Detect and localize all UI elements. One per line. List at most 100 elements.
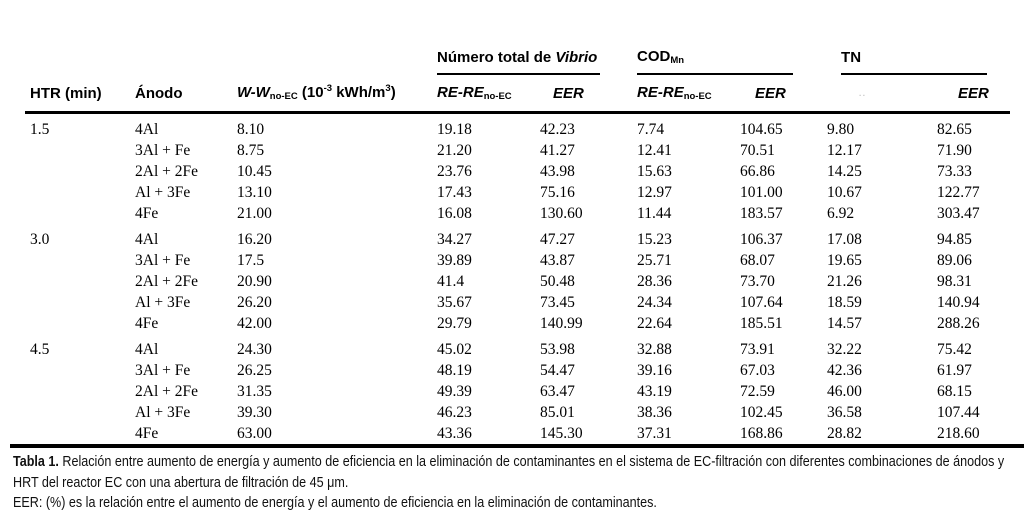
table-cell: 145.30 — [540, 424, 583, 442]
table-cell: 140.99 — [540, 314, 583, 332]
table-cell: 73.45 — [540, 293, 575, 311]
table-cell: 14.25 — [827, 162, 862, 180]
table-cell: 4Al — [135, 120, 159, 138]
table-cell: 23.76 — [437, 162, 472, 180]
table-cell: 140.94 — [937, 293, 980, 311]
table-cell: 49.39 — [437, 382, 472, 400]
column-header-row: HTR (min) Ánodo W-Wno-EC (10-3 kWh/m3) R… — [25, 75, 1011, 114]
table-cell: 106.37 — [740, 230, 783, 248]
table-cell: 43.87 — [540, 251, 575, 269]
table-row: 2Al + 2Fe 20.90 41.4 50.48 28.36 73.70 21.26 98… — [25, 271, 1010, 292]
table-cell: 3Al + Fe — [135, 251, 191, 269]
table-cell: 28.36 — [637, 272, 672, 290]
caption-note: EER: (%) es la relación entre el aumento… — [13, 495, 657, 512]
table-row: 3Al + Fe 26.25 48.19 54.47 39.16 67.03 42.36 61… — [25, 360, 1010, 381]
table-cell: 218.60 — [937, 424, 980, 442]
table-row: 4Fe 63.00 43.36 145.30 37.31 168.86 28.82 218.6… — [25, 423, 1010, 444]
table-row: 2Al + 2Fe 10.45 23.76 43.98 15.63 66.86 14.25 7… — [25, 161, 1010, 182]
table-cell: 10.67 — [827, 183, 862, 201]
table-cell: 8.75 — [237, 141, 265, 159]
table-cell: 67.03 — [740, 361, 775, 379]
table-cell: 53.98 — [540, 340, 575, 358]
table-cell: 73.33 — [937, 162, 972, 180]
table-cell: 39.89 — [437, 251, 472, 269]
table-cell: 4Fe — [135, 204, 159, 222]
table-row: 4.5 4Al 24.30 45.02 53.98 32.88 73.91 32.22 75.4… — [25, 334, 1010, 360]
table-cell: 17.43 — [437, 183, 472, 201]
table-cell — [25, 313, 130, 334]
col-header-htr: HTR (min) — [25, 75, 130, 114]
table-bottom-rule — [10, 444, 1024, 448]
group-header-vibrio: Número total de Vibrio — [432, 48, 632, 75]
group-header-tn: TN — [822, 48, 1010, 75]
table-cell: 2Al + 2Fe — [135, 162, 198, 180]
table-cell: 185.51 — [740, 314, 783, 332]
table-row: 3Al + Fe 8.75 21.20 41.27 12.41 70.51 12.17 71.… — [25, 140, 1010, 161]
table-cell: 2Al + 2Fe — [135, 272, 198, 290]
table-cell: 34.27 — [437, 230, 472, 248]
table-group-htr-4.5: 4.5 4Al 24.30 45.02 53.98 32.88 73.91 32.22 75.4… — [25, 334, 1010, 444]
table-cell: 7.74 — [637, 120, 665, 138]
table-cell: 12.17 — [827, 141, 862, 159]
col-header-cod-eer: EER — [735, 75, 823, 114]
table-cell: 66.86 — [740, 162, 775, 180]
table-cell: 32.22 — [827, 340, 862, 358]
faded-print-mark: ·· — [859, 90, 867, 100]
table-cell: 85.01 — [540, 403, 575, 421]
table-cell — [25, 360, 130, 381]
table-cell: 42.23 — [540, 120, 575, 138]
table-cell: 36.58 — [827, 403, 862, 421]
table-cell: Al + 3Fe — [135, 183, 191, 201]
table-row: 4Fe 42.00 29.79 140.99 22.64 185.51 14.57 288.2… — [25, 313, 1010, 334]
table-cell: 46.23 — [437, 403, 472, 421]
table-cell: 32.88 — [637, 340, 672, 358]
col-header-tn-eer: EER — [932, 75, 1011, 114]
table-cell: 26.20 — [237, 293, 272, 311]
table-cell: 43.98 — [540, 162, 575, 180]
table-cell: 3.0 — [30, 230, 50, 248]
table-cell — [25, 271, 130, 292]
group-header-row: Número total de Vibrio CODMn TN — [25, 48, 1010, 75]
table-cell: 11.44 — [637, 204, 672, 222]
table-cell: 107.64 — [740, 293, 783, 311]
table-cell: 94.85 — [937, 230, 972, 248]
table-cell: 22.64 — [637, 314, 672, 332]
table-cell: Al + 3Fe — [135, 293, 191, 311]
table-cell: 12.41 — [637, 141, 672, 159]
table-cell: 122.77 — [937, 183, 980, 201]
table-row: 3Al + Fe 17.5 39.89 43.87 25.71 68.07 19.65 89.… — [25, 250, 1010, 271]
table-cell: 82.65 — [937, 120, 972, 138]
table-cell: 46.00 — [827, 382, 862, 400]
table-cell: 48.19 — [437, 361, 472, 379]
table-cell: 72.59 — [740, 382, 775, 400]
table-row: Al + 3Fe 26.20 35.67 73.45 24.34 107.64 18.59 1… — [25, 292, 1010, 313]
table-cell: 19.65 — [827, 251, 862, 269]
table-cell: 75.42 — [937, 340, 972, 358]
table-cell: 6.92 — [827, 204, 855, 222]
group-header-cod-subscript: Mn — [670, 55, 685, 66]
table-cell: 43.19 — [637, 382, 672, 400]
table-cell: 4Fe — [135, 314, 159, 332]
table-cell: 54.47 — [540, 361, 575, 379]
table-cell: 16.20 — [237, 230, 272, 248]
table-cell: 38.36 — [637, 403, 672, 421]
group-header-vibrio-species: Vibrio — [555, 49, 598, 66]
table-cell: 73.70 — [740, 272, 775, 290]
table-row: Al + 3Fe 13.10 17.43 75.16 12.97 101.00 10.67 1… — [25, 182, 1010, 203]
caption-text: Tabla 1. Relación entre aumento de energ… — [13, 452, 1026, 493]
table-cell: 98.31 — [937, 272, 972, 290]
table-cell — [25, 140, 130, 161]
table-cell: 68.07 — [740, 251, 775, 269]
table-cell: 25.71 — [637, 251, 672, 269]
group-header-cod-base: COD — [637, 48, 671, 65]
table-cell — [25, 381, 130, 402]
table-cell: 17.5 — [237, 251, 265, 269]
col-header-anodo: Ánodo — [130, 75, 232, 114]
group-header-tn-label: TN — [841, 49, 862, 66]
table-group-htr-3.0: 3.0 4Al 16.20 34.27 47.27 15.23 106.37 17.08 94.… — [25, 224, 1010, 334]
table-cell: 70.51 — [740, 141, 775, 159]
table-cell: 24.34 — [637, 293, 672, 311]
table-cell: 20.90 — [237, 272, 272, 290]
table-cell: 42.00 — [237, 314, 272, 332]
table-row: 4Fe 21.00 16.08 130.60 11.44 183.57 6.92 303.47 — [25, 203, 1010, 224]
